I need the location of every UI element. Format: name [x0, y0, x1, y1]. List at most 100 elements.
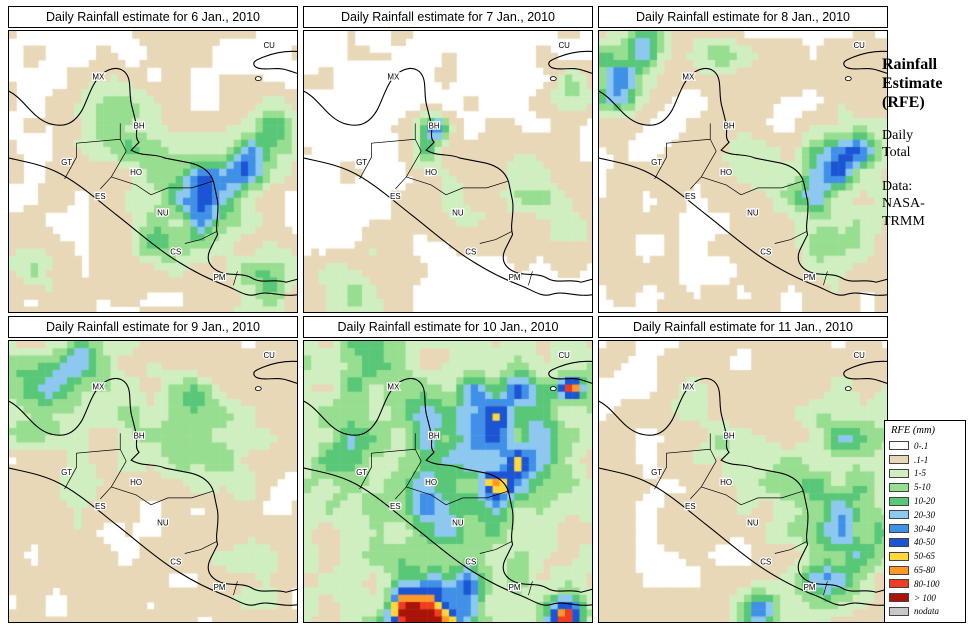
- country-label: GT: [61, 158, 72, 167]
- panel-title: Daily Rainfall estimate for 9 Jan., 2010: [8, 316, 298, 338]
- legend-swatch: [889, 468, 909, 478]
- country-label: ES: [685, 192, 696, 201]
- country-label: HO: [425, 478, 437, 487]
- legend-label: 30-40: [914, 523, 935, 534]
- country-label: ES: [685, 502, 696, 511]
- coastline: [9, 50, 297, 296]
- legend-swatch: [889, 510, 909, 520]
- coastline: [9, 360, 297, 606]
- country-label: CS: [170, 247, 181, 256]
- map-panel: Daily Rainfall estimate for 6 Jan., 2010…: [8, 6, 298, 313]
- country-label: ES: [95, 502, 106, 511]
- legend-label: 0-.1: [914, 440, 929, 451]
- map-overlay: MX CU BH GT HO ES NU CS PM: [599, 350, 887, 606]
- rfe-title: Rainfall Estimate (RFE): [882, 56, 943, 111]
- panel-title: Daily Rainfall estimate for 8 Jan., 2010: [598, 6, 888, 28]
- legend-item: nodata: [889, 605, 961, 619]
- country-borders: [359, 433, 533, 596]
- legend-item: > 100: [889, 591, 961, 605]
- map-panel: Daily Rainfall estimate for 8 Jan., 2010…: [598, 6, 888, 313]
- country-labels: MX CU BH GT HO ES NU CS PM: [355, 350, 572, 594]
- country-label: CU: [558, 351, 570, 360]
- country-label: BH: [134, 431, 145, 440]
- coastline: [304, 50, 592, 296]
- country-label: CS: [760, 557, 771, 566]
- country-borders: [64, 123, 238, 286]
- rfe-subtitle: Daily Total: [882, 127, 914, 161]
- legend-label: 65-80: [914, 565, 935, 576]
- country-label: HO: [130, 478, 142, 487]
- legend-swatch: [889, 593, 909, 603]
- rainfall-map: MX CU BH GT HO ES NU CS PM: [598, 340, 888, 623]
- legend-label: 40-50: [914, 537, 935, 548]
- country-label: NU: [747, 519, 759, 528]
- legend-label: nodata: [914, 606, 940, 617]
- country-label: CS: [760, 247, 771, 256]
- country-label: NU: [747, 209, 759, 218]
- country-label: GT: [651, 468, 662, 477]
- country-label: MX: [682, 383, 695, 392]
- map-overlay: MX CU BH GT HO ES NU CS PM: [9, 40, 297, 296]
- country-borders: [654, 123, 828, 286]
- legend-item: 30-40: [889, 522, 961, 536]
- legend-label: 1-5: [914, 468, 926, 479]
- coastline: [599, 360, 887, 606]
- country-label: PM: [214, 273, 226, 282]
- legend-swatch: [889, 524, 909, 534]
- country-label: BH: [134, 121, 145, 130]
- country-borders: [359, 123, 533, 286]
- country-label: HO: [720, 168, 732, 177]
- country-label: CS: [465, 247, 476, 256]
- country-label: GT: [61, 468, 72, 477]
- country-label: HO: [130, 168, 142, 177]
- country-label: MX: [682, 73, 695, 82]
- country-label: MX: [387, 383, 400, 392]
- legend-label: 50-65: [914, 551, 935, 562]
- country-labels: MX CU BH GT HO ES NU CS PM: [355, 40, 572, 284]
- country-borders: [654, 433, 828, 596]
- legend-label: 10-20: [914, 496, 935, 507]
- legend-label: 80-100: [914, 578, 940, 589]
- legend-title: RFE (mm): [891, 425, 936, 436]
- country-label: HO: [425, 168, 437, 177]
- legend-item: 40-50: [889, 536, 961, 550]
- country-label: HO: [720, 478, 732, 487]
- sidebar: Rainfall Estimate (RFE) Daily Total Data…: [882, 56, 968, 230]
- legend-swatch: [889, 455, 909, 465]
- coastline: [599, 50, 887, 296]
- legend-swatch: [889, 441, 909, 451]
- country-label: CU: [263, 41, 275, 50]
- legend-item: .1-1: [889, 453, 961, 467]
- map-overlay: MX CU BH GT HO ES NU CS PM: [304, 40, 592, 296]
- country-label: NU: [452, 519, 464, 528]
- legend-item: 20-30: [889, 508, 961, 522]
- legend-item: 5-10: [889, 480, 961, 494]
- country-label: MX: [92, 73, 105, 82]
- map-panel: Daily Rainfall estimate for 9 Jan., 2010…: [8, 316, 298, 623]
- legend-swatch: [889, 606, 909, 616]
- legend-item: 65-80: [889, 563, 961, 577]
- legend-label: > 100: [914, 592, 936, 603]
- country-label: CU: [558, 41, 570, 50]
- country-label: GT: [651, 158, 662, 167]
- rainfall-map: MX CU BH GT HO ES NU CS PM: [303, 30, 593, 313]
- panel-title: Daily Rainfall estimate for 11 Jan., 201…: [598, 316, 888, 338]
- country-label: CU: [853, 41, 865, 50]
- country-label: BH: [429, 121, 440, 130]
- map-overlay: MX CU BH GT HO ES NU CS PM: [599, 40, 887, 296]
- legend-swatch: [889, 537, 909, 547]
- panel-title: Daily Rainfall estimate for 7 Jan., 2010: [303, 6, 593, 28]
- country-label: ES: [390, 192, 401, 201]
- country-label: NU: [157, 209, 169, 218]
- legend: RFE (mm) 0-.1 .1-1 1-5 5-10 10-20 20-30 30-40 4…: [884, 420, 966, 624]
- legend-label: .1-1: [914, 454, 929, 465]
- map-panel: Daily Rainfall estimate for 7 Jan., 2010…: [303, 6, 593, 313]
- legend-swatch: [889, 579, 909, 589]
- country-label: CU: [263, 351, 275, 360]
- country-labels: MX CU BH GT HO ES NU CS PM: [60, 40, 277, 284]
- country-label: PM: [804, 273, 816, 282]
- country-label: PM: [509, 273, 521, 282]
- rainfall-map: MX CU BH GT HO ES NU CS PM: [8, 340, 298, 623]
- map-overlay: MX CU BH GT HO ES NU CS PM: [304, 350, 592, 606]
